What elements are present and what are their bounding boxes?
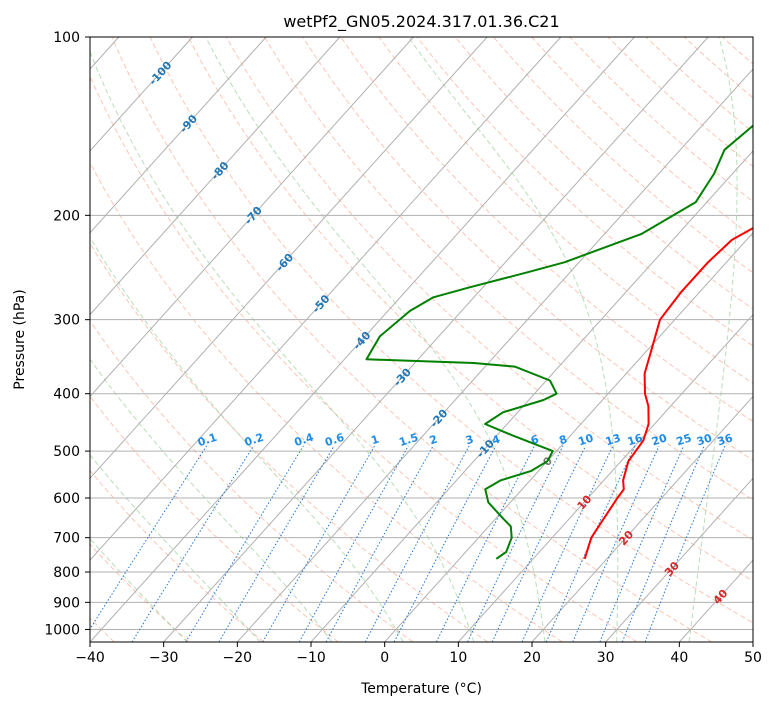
mixing-ratio-label: 30 <box>695 431 714 448</box>
x-tick-label: 10 <box>449 650 467 666</box>
x-axis-label: Temperature (°C) <box>360 681 482 697</box>
chart-title: wetPf2_GN05.2024.317.01.36.C21 <box>283 12 559 32</box>
y-tick-label: 1000 <box>44 622 80 638</box>
x-tick-label: 50 <box>744 650 762 666</box>
dry-adiabat-line <box>90 75 638 642</box>
moist-adiabat-line <box>205 37 546 642</box>
mixing-ratio-label: 3 <box>464 433 475 448</box>
isotherm-line <box>90 37 414 398</box>
mixing-ratio-label: 0.2 <box>243 431 266 449</box>
mixing-ratio-line <box>467 445 564 642</box>
dry-adiabat-line <box>90 242 488 642</box>
moist-adiabat-line <box>90 50 475 642</box>
mixing-ratio-label: 36 <box>716 431 735 448</box>
mixing-ratio-line <box>298 445 409 642</box>
isotherm-line <box>90 37 562 561</box>
isotherm-line <box>90 37 635 642</box>
y-tick-label: 400 <box>53 387 80 403</box>
moist-adiabat-line <box>90 236 404 642</box>
y-tick-label: 900 <box>53 595 80 611</box>
x-tick-label: 0 <box>380 650 389 666</box>
moist-adiabat-line <box>90 454 261 642</box>
dry-adiabat-line <box>149 37 753 624</box>
background-lines <box>90 37 753 642</box>
dry-adiabat-line <box>454 37 753 310</box>
mixing-ratio-label: 25 <box>675 431 694 448</box>
dry-adiabat-line <box>90 161 563 642</box>
isotherm-line <box>605 477 753 642</box>
isotherm-line <box>163 37 709 642</box>
mixing-ratio-line <box>599 445 685 642</box>
x-tick-label: −40 <box>75 650 105 666</box>
x-tick-label: 40 <box>670 650 688 666</box>
dry-adiabat-line <box>187 37 753 582</box>
y-tick-label: 100 <box>53 30 80 46</box>
mixing-ratio-label: 13 <box>604 431 623 448</box>
mixing-ratio-label: 6 <box>529 433 541 448</box>
isotherm-line <box>90 37 267 234</box>
dry-adiabat-line <box>340 37 753 423</box>
y-tick-label: 500 <box>53 444 80 460</box>
sounding-profiles <box>365 124 753 560</box>
mixing-ratio-line <box>435 445 535 642</box>
x-tick-label: 20 <box>523 650 541 666</box>
mixing-ratio-line <box>185 445 304 642</box>
isotherm-line <box>310 150 753 642</box>
mixing-ratio-line <box>90 445 208 630</box>
dry-adiabat-line <box>416 37 753 347</box>
y-tick-label: 200 <box>53 208 80 224</box>
dewpoint-line <box>365 124 753 560</box>
mixing-ratio-line <box>262 445 376 642</box>
mixing-ratio-label: 10 <box>577 431 596 448</box>
mixing-ratio-line <box>572 445 660 642</box>
x-tick-label: −30 <box>149 650 179 666</box>
mixing-ratio-label: 1.5 <box>397 431 420 449</box>
y-tick-label: 300 <box>53 313 80 329</box>
y-tick-label: 700 <box>53 531 80 547</box>
x-tick-label: −20 <box>223 650 253 666</box>
dry-adiabat-line <box>90 395 339 642</box>
mixing-ratio-line <box>644 445 726 642</box>
isotherm-line <box>457 313 753 642</box>
mixing-ratio-line <box>491 445 587 642</box>
temperature-line <box>583 226 753 560</box>
x-tick-label: 30 <box>597 650 615 666</box>
x-tick-label: −10 <box>296 650 326 666</box>
moist-adiabat-line <box>688 37 738 642</box>
mixing-ratio-label: 0.6 <box>323 431 346 449</box>
isotherm-line <box>236 68 753 642</box>
isotherm-line <box>90 37 341 316</box>
mixing-ratio-line <box>521 445 614 642</box>
dry-adiabat-line <box>90 469 264 642</box>
y-axis-label: Pressure (hPa) <box>12 289 28 389</box>
mixing-ratio-line <box>218 445 335 642</box>
moist-adiabat-line <box>90 537 188 642</box>
mixing-ratio-line <box>621 445 705 642</box>
y-tick-label: 600 <box>53 491 80 507</box>
dry-adiabat-line <box>264 37 753 501</box>
isotherm-line <box>90 37 193 152</box>
mixing-ratio-label: 0.1 <box>196 431 219 449</box>
mixing-ratio-label: 2 <box>428 433 439 448</box>
mixing-ratio-line <box>545 445 636 642</box>
isotherm-line <box>384 231 753 642</box>
mixing-ratio-label: 8 <box>558 433 569 448</box>
axes: −40 −30 −20 −10 0 10 20 30 40 5010020030040050060… <box>44 30 762 666</box>
isotherm-line <box>90 37 488 480</box>
mixing-ratio-line <box>131 445 254 642</box>
mixing-ratio-label: 0.4 <box>293 431 316 449</box>
mixing-ratio-label: 1 <box>369 433 380 448</box>
y-tick-label: 800 <box>53 565 80 581</box>
mixing-ratio-label: 20 <box>650 431 669 448</box>
mixing-ratio-label: 4 <box>490 433 502 448</box>
plot-frame <box>89 36 754 643</box>
isotherm-line <box>531 395 753 642</box>
mixing-ratio-line <box>325 445 434 642</box>
